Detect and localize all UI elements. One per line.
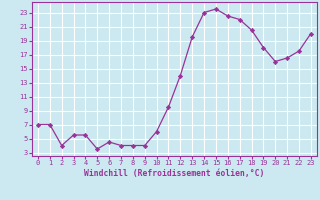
X-axis label: Windchill (Refroidissement éolien,°C): Windchill (Refroidissement éolien,°C): [84, 169, 265, 178]
